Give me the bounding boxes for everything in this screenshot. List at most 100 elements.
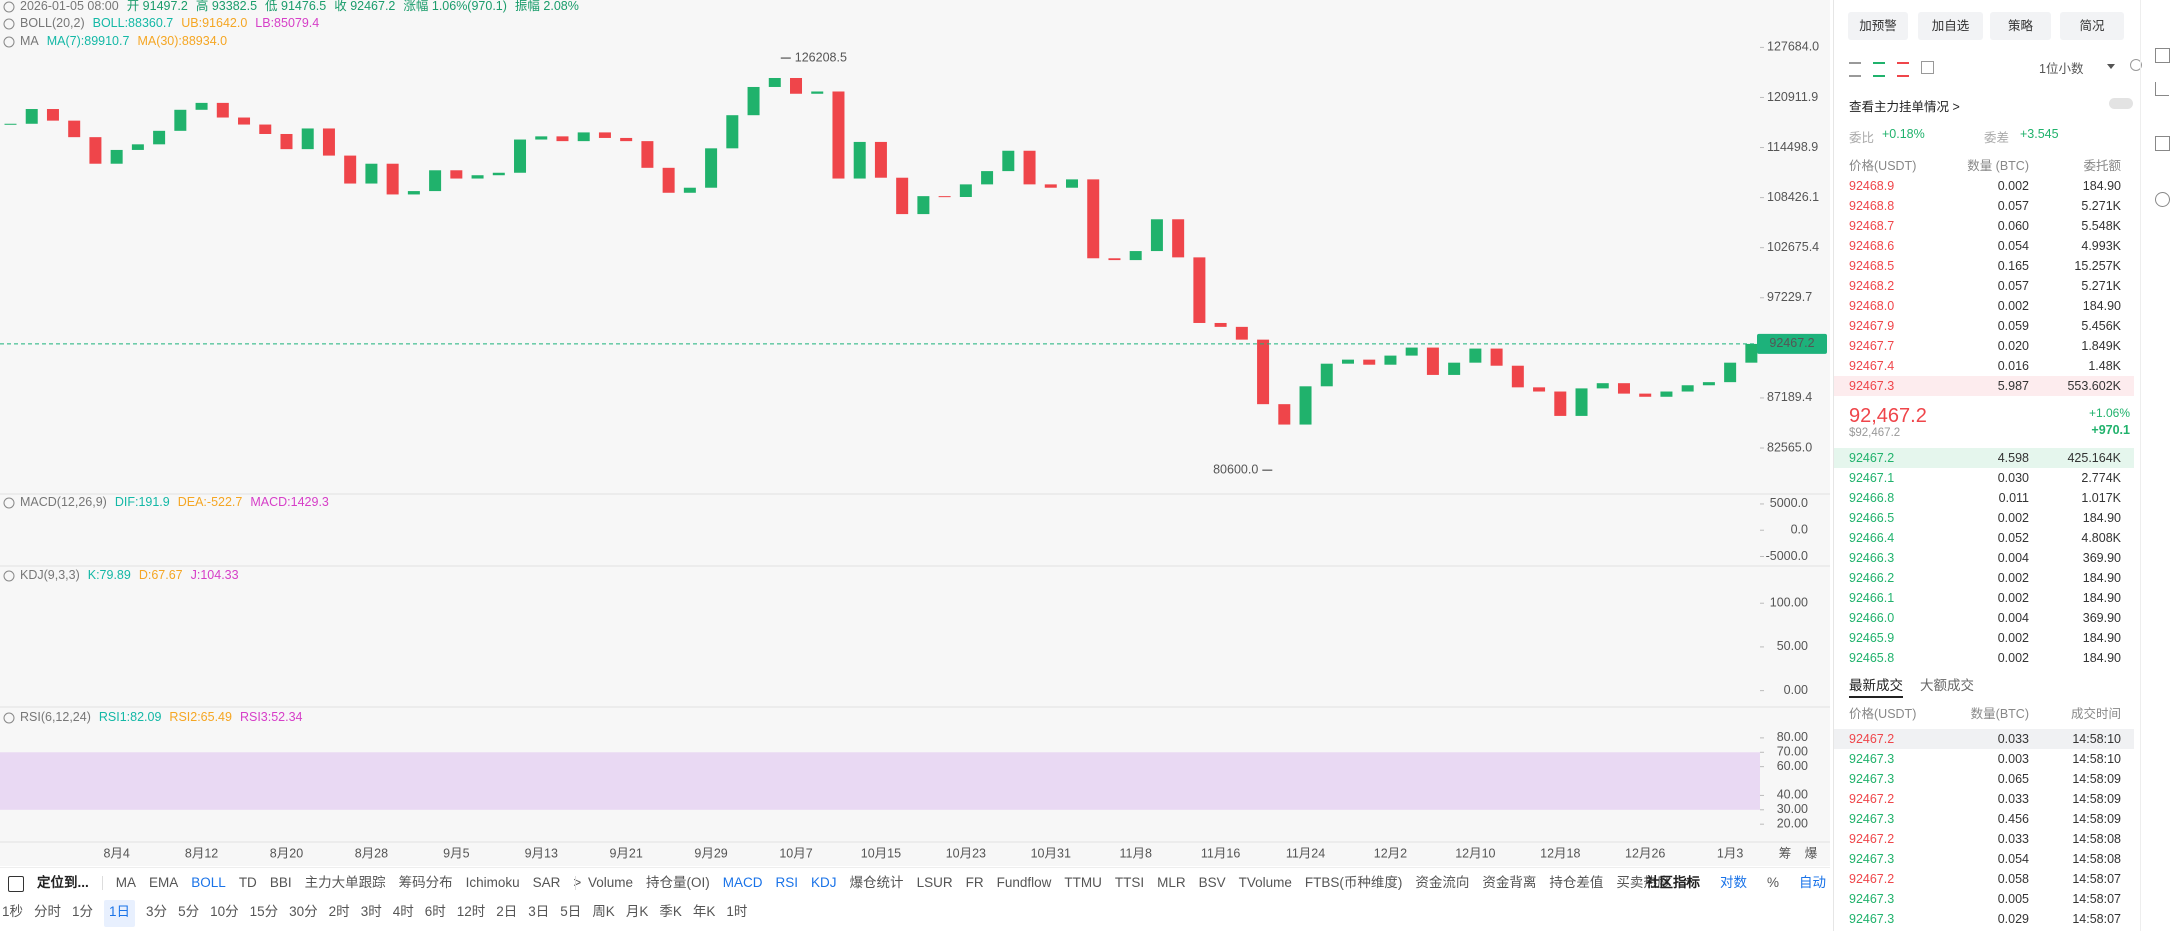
dropdown-arrow xyxy=(2107,64,2115,73)
timeframe[interactable]: 1秒 xyxy=(2,904,24,919)
precision-select[interactable]: 1位小数 xyxy=(2039,62,2084,76)
timeframe[interactable]: 12时 xyxy=(456,904,486,919)
x-tick-label: 11月16 xyxy=(1201,846,1240,860)
tool-icon[interactable] xyxy=(2155,48,2170,63)
legend-item: KDJ(9,3,3) xyxy=(20,568,80,582)
cell: 0.030 xyxy=(1997,471,2029,486)
legend-item: BOLL:88360.7 xyxy=(93,16,174,30)
timeframe[interactable]: 1时 xyxy=(726,904,748,919)
timeframe[interactable]: 5分 xyxy=(178,904,200,919)
timeframe[interactable]: 周K xyxy=(592,904,615,919)
tool-icon[interactable] xyxy=(2155,82,2169,96)
candle xyxy=(1193,257,1206,323)
indicator-button[interactable]: 资金流向 xyxy=(1415,875,1470,890)
bid-row: 92466.8 0.011 1.017K xyxy=(1834,488,2134,508)
indicator-button[interactable]: MLR xyxy=(1157,875,1186,890)
candle xyxy=(1129,251,1142,261)
indicator-button[interactable]: MA xyxy=(115,875,137,890)
tool-icon[interactable] xyxy=(2155,192,2170,207)
timeframe[interactable]: 5日 xyxy=(560,904,582,919)
indicator-button[interactable]: KDJ xyxy=(811,875,837,890)
indicator-button[interactable]: BBI xyxy=(269,875,292,890)
indicator-button[interactable]: BSV xyxy=(1198,875,1226,890)
locate-button[interactable]: 定位到... xyxy=(37,875,89,890)
cell: 92468.8 xyxy=(1849,199,1895,214)
panel-button[interactable]: 策略 xyxy=(1990,12,2051,40)
indicator-button[interactable]: 资金背离 xyxy=(1482,875,1537,890)
legend-item: 开 91497.2 xyxy=(127,0,188,13)
timeframe[interactable]: 季K xyxy=(659,904,682,919)
indicator-button[interactable]: TTMU xyxy=(1064,875,1102,890)
indicator-button[interactable]: > xyxy=(1683,875,1692,890)
indicator-button[interactable]: 筹码分布 xyxy=(398,875,453,890)
candle xyxy=(429,170,442,192)
settings-icon[interactable] xyxy=(2130,59,2142,71)
timeframe[interactable]: 1分 xyxy=(72,904,94,919)
timeframe[interactable]: 3时 xyxy=(360,904,382,919)
indicator-button[interactable]: > xyxy=(573,875,582,890)
cell: 1.017K xyxy=(2081,491,2121,506)
log-toggle[interactable]: 对数 xyxy=(1720,875,1747,890)
indicator-button[interactable]: Fundflow xyxy=(996,875,1052,890)
indicator-button[interactable]: FR xyxy=(965,875,984,890)
tab[interactable]: 大额成交 xyxy=(1920,678,1974,693)
indicator-button[interactable]: EMA xyxy=(149,875,179,890)
candle xyxy=(1150,219,1163,252)
indicator-button[interactable]: TTSI xyxy=(1114,875,1145,890)
indicator-button[interactable]: Ichimoku xyxy=(465,875,520,890)
candle xyxy=(216,102,229,118)
indicator-button[interactable]: SAR xyxy=(532,875,561,890)
indicator-button[interactable]: TD xyxy=(238,875,257,890)
legend-item: 2026-01-05 08:00 xyxy=(20,0,119,13)
x-tick-label: 9月13 xyxy=(525,846,558,860)
indicator-button[interactable]: Volume xyxy=(588,875,634,890)
toggle[interactable] xyxy=(2109,98,2133,109)
timeframe[interactable]: 1日 xyxy=(104,900,136,927)
indicator-button[interactable]: LSUR xyxy=(916,875,953,890)
auto-toggle[interactable]: 自动 xyxy=(1799,875,1827,890)
indicator-button[interactable]: 爆仓统计 xyxy=(849,875,904,890)
timeframe[interactable]: 10分 xyxy=(210,904,239,919)
timeframe[interactable]: 30分 xyxy=(289,904,318,919)
indicator-button[interactable]: 买卖热度 xyxy=(1616,875,1671,890)
timeframe[interactable]: 3分 xyxy=(146,904,168,919)
panel-button[interactable]: 加预警 xyxy=(1848,12,1908,40)
timeframe[interactable]: 2日 xyxy=(496,904,518,919)
indicator-button[interactable]: 持仓差值 xyxy=(1549,875,1604,890)
indicator-toolbar: 定位到... MA EMA BOLL TD BBI 主力大单跟踪 筹码分布 Ichimoku S… xyxy=(0,867,1830,898)
candle xyxy=(131,144,144,150)
cell: 184.90 xyxy=(2082,511,2121,526)
community-indicators[interactable]: 社区指标 xyxy=(1646,875,1700,890)
indicator-button[interactable]: TVolume xyxy=(1238,875,1292,890)
side-toolbar xyxy=(2140,0,2181,931)
cell: 92466.3 xyxy=(1849,551,1895,566)
x-tick-label: 8月12 xyxy=(185,846,218,860)
y-tick-label: 20.00 xyxy=(1777,816,1808,830)
timeframe[interactable]: 4时 xyxy=(392,904,414,919)
indicator-button[interactable]: 持仓量(OI) xyxy=(646,875,710,890)
tool-icon[interactable] xyxy=(2155,136,2170,151)
trade-row: 92467.3 0.065 14:58:09 xyxy=(1834,769,2134,789)
timeframe[interactable]: 2时 xyxy=(328,904,350,919)
main-orders-link[interactable]: 查看主力挂单情况 > xyxy=(1849,100,1960,114)
timeframe[interactable]: 分时 xyxy=(34,904,62,919)
panel-button[interactable]: 简况 xyxy=(2060,12,2124,40)
trade-time: 14:58:09 xyxy=(2072,792,2121,807)
tab-active[interactable]: 最新成交 xyxy=(1849,674,1903,698)
panel-button[interactable]: 加自选 xyxy=(1918,12,1983,40)
cell: 0.016 xyxy=(1997,359,2029,374)
candle xyxy=(407,191,420,195)
timeframe[interactable]: 月K xyxy=(625,904,649,919)
indicator-button[interactable]: BOLL xyxy=(191,875,226,890)
trade-row: 92467.2 0.058 14:58:07 xyxy=(1834,869,2134,889)
timeframe[interactable]: 3日 xyxy=(528,904,550,919)
legend-item: 涨幅 1.06%(970.1) xyxy=(403,0,507,13)
timeframe[interactable]: 6时 xyxy=(424,904,446,919)
indicator-button[interactable]: FTBS(币种维度) xyxy=(1304,875,1403,890)
percent-toggle[interactable]: % xyxy=(1767,875,1780,890)
indicator-button[interactable]: RSI xyxy=(775,875,799,890)
indicator-button[interactable]: MACD xyxy=(722,875,763,890)
timeframe[interactable]: 15分 xyxy=(249,904,279,919)
indicator-button[interactable]: 主力大单跟踪 xyxy=(304,875,386,890)
timeframe[interactable]: 年K xyxy=(692,904,716,919)
